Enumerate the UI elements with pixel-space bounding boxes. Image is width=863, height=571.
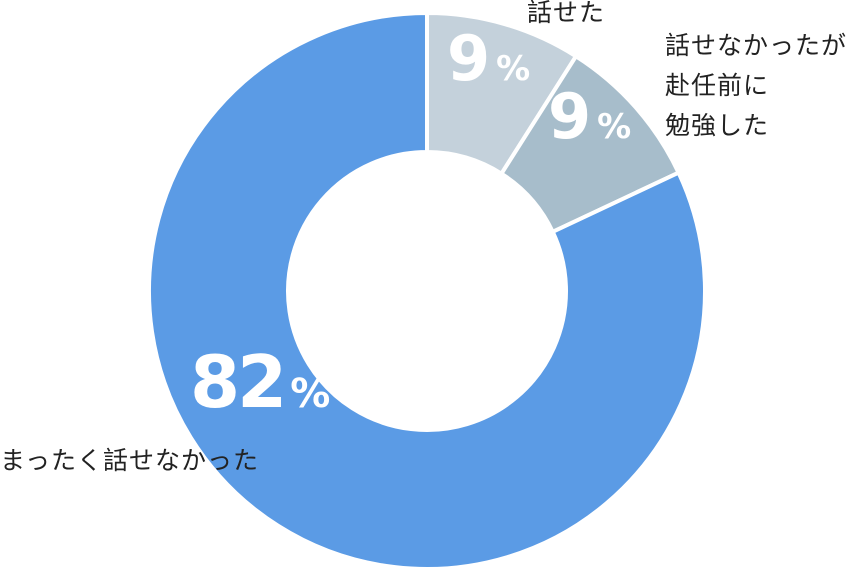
value-number: 9 bbox=[548, 80, 592, 153]
data-label-studied: 9% bbox=[548, 80, 631, 153]
category-label-spoke: 話せた bbox=[527, 0, 605, 31]
value-unit: % bbox=[597, 107, 632, 147]
value-number: 9 bbox=[447, 22, 491, 95]
value-number: 82 bbox=[190, 340, 287, 424]
label-line: 話せなかったが bbox=[665, 31, 848, 60]
category-label-studied: 話せなかったが 赴任前に 勉強した bbox=[665, 26, 847, 146]
label-line: まったく話せなかった bbox=[0, 446, 260, 475]
value-unit: % bbox=[290, 371, 331, 417]
data-label-spoke: 9% bbox=[447, 22, 530, 95]
label-line: 勉強した bbox=[665, 111, 770, 140]
slice-not-spoken bbox=[147, 10, 707, 571]
label-line: 話せた bbox=[527, 0, 606, 27]
label-line: 赴任前に bbox=[665, 71, 770, 100]
data-label-not-spoken: 82% bbox=[190, 340, 330, 424]
category-label-not-spoken: まったく話せなかった bbox=[0, 442, 259, 479]
value-unit: % bbox=[496, 49, 531, 89]
